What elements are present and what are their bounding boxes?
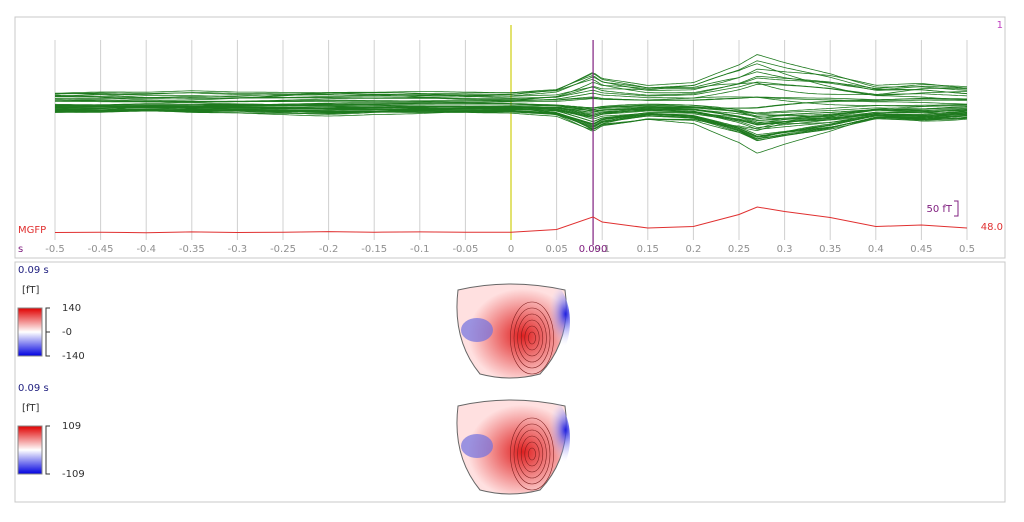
x-tick-label: 0.15 [637, 244, 659, 255]
series-label: MGFP [18, 225, 46, 236]
x-tick-label: -0.2 [319, 244, 339, 255]
x-tick-label: -0.35 [179, 244, 205, 255]
sensor-trace [55, 92, 968, 107]
x-tick-label: 0.05 [545, 244, 567, 255]
sensor-trace [55, 109, 968, 137]
x-tick-label: 0.3 [777, 244, 793, 255]
x-tick-label: -0.45 [88, 244, 114, 255]
sensor-trace [55, 105, 968, 115]
x-unit: s [18, 244, 23, 255]
contour [517, 429, 547, 479]
contour [517, 313, 547, 363]
cursor-label: 0.090 [579, 244, 608, 255]
contour [528, 331, 536, 345]
sensor-trace [55, 107, 968, 131]
sensor-trace [54, 68, 968, 96]
colorbar [17, 307, 43, 357]
x-tick-label: 0.25 [728, 244, 750, 255]
x-tick-label: -0.1 [410, 244, 430, 255]
colorbar-label: -109 [62, 469, 85, 480]
contour [513, 307, 551, 369]
sensor-trace [54, 106, 968, 124]
sensor-trace [54, 63, 968, 99]
x-tick-label: 0.1 [594, 244, 610, 255]
head-map-negative [526, 398, 570, 478]
contour [528, 447, 536, 461]
time-label: 0.09 s [18, 383, 49, 394]
x-tick-label: 0 [508, 244, 514, 255]
contour [524, 441, 540, 467]
sensor-trace [55, 104, 968, 117]
x-tick-label: 0.35 [819, 244, 841, 255]
colorbar-label: -0 [62, 327, 72, 338]
colorbar [17, 425, 43, 475]
contour [510, 417, 554, 491]
page-number: 1 [997, 20, 1003, 31]
x-tick-label: 0.2 [685, 244, 701, 255]
contour [520, 435, 544, 473]
head-map-negative [526, 282, 570, 362]
mgfp-line [54, 206, 968, 234]
contour [510, 301, 554, 375]
contour [524, 325, 540, 351]
unit-label: [fT] [22, 285, 40, 296]
colorbar-label: 140 [62, 303, 81, 314]
sensor-trace [55, 81, 968, 100]
x-tick-label: -0.5 [45, 244, 65, 255]
scale-bar [954, 200, 959, 217]
x-tick-label: 0.5 [959, 244, 975, 255]
sensor-trace [54, 71, 968, 97]
sensor-trace [55, 97, 967, 110]
x-tick-label: 0.45 [910, 244, 932, 255]
head-map-negative [461, 318, 493, 342]
colorbar-label: -140 [62, 351, 85, 362]
time-label: 0.09 s [18, 265, 49, 276]
scale-value: 48.0 [981, 222, 1003, 233]
x-tick-label: -0.15 [361, 244, 387, 255]
head-map-negative [461, 434, 493, 458]
contour [520, 319, 544, 357]
x-tick-label: 0.4 [868, 244, 884, 255]
x-tick-label: -0.25 [270, 244, 296, 255]
x-tick-label: -0.3 [228, 244, 248, 255]
x-tick-label: -0.05 [452, 244, 478, 255]
unit-label: [fT] [22, 403, 40, 414]
scale-bar-label: 50 fT [926, 204, 952, 215]
colorbar-label: 109 [62, 421, 81, 432]
contour [513, 423, 551, 485]
sensor-trace [54, 82, 968, 101]
x-tick-label: -0.4 [136, 244, 156, 255]
time-series-panel [14, 16, 1006, 259]
